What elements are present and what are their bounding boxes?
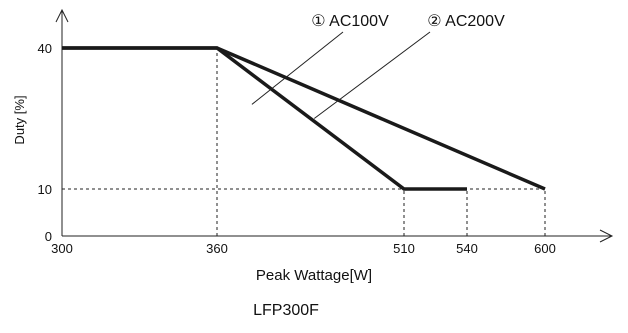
series-line-ac200v <box>62 46 546 191</box>
reference-lines <box>62 48 546 236</box>
y-axis-label: Duty [%] <box>12 95 27 144</box>
y-tick-label: 40 <box>38 41 52 56</box>
series-label-ac200v: ② AC200V <box>427 13 505 30</box>
y-axis-arrow <box>55 8 69 23</box>
x-tick-label: 540 <box>456 241 478 256</box>
x-axis-arrow <box>599 229 614 243</box>
x-axis-label: Peak Wattage[W] <box>256 267 372 284</box>
x-tick-label: 360 <box>206 241 228 256</box>
series-label-ac100v: ① AC100V <box>311 13 389 30</box>
x-tick-label: 510 <box>393 241 415 256</box>
leader-line-ac100v <box>251 31 344 105</box>
chart-caption: LFP300F <box>253 302 319 319</box>
y-tick-label: 10 <box>38 182 52 197</box>
x-tick-label: 600 <box>534 241 556 256</box>
leader-line-ac200v <box>313 31 431 119</box>
y-tick-label: 0 <box>45 229 52 244</box>
labels: Peak Wattage[W] Duty [%] LFP300F ① AC100… <box>12 13 505 319</box>
series-layer <box>62 46 546 191</box>
legend-leaders <box>251 31 431 119</box>
x-tick-label: 300 <box>51 241 73 256</box>
